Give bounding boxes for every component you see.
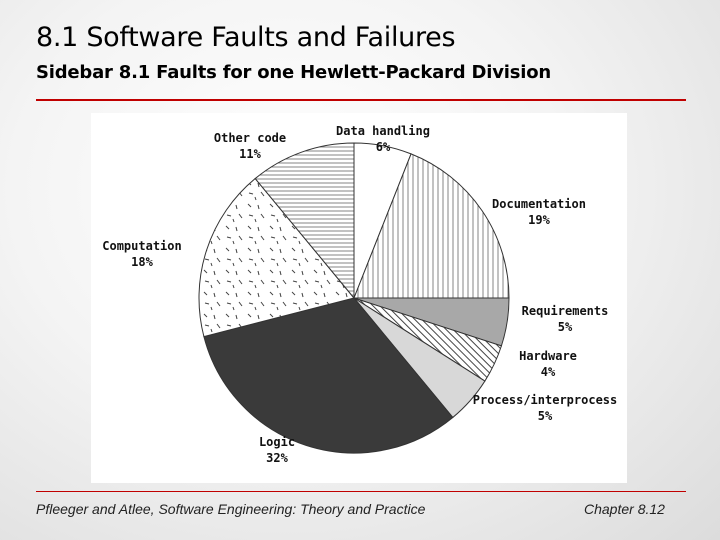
slice-value-label: 6% [376, 140, 391, 154]
slice-label: Hardware [519, 349, 577, 363]
pie-slice-computation [198, 177, 355, 338]
pie-slice-other-code [254, 142, 355, 300]
chart-panel: Data handling 6% Documentation 19% Requireme… [91, 113, 627, 483]
slice-label: Data handling [336, 124, 430, 138]
slice-value-label: 11% [239, 147, 261, 161]
footer-citation: Pfleeger and Atlee, Software Engineering… [36, 501, 426, 517]
slice-value-label: 18% [131, 255, 153, 269]
slice-label: Documentation [492, 197, 586, 211]
slice-value-label: 5% [538, 409, 553, 423]
slide-title: 8.1 Software Faults and Failures [36, 22, 456, 53]
slice-label: Logic [259, 435, 295, 449]
slice-value-label: 5% [558, 320, 573, 334]
slide-subtitle: Sidebar 8.1 Faults for one Hewlett-Packa… [36, 62, 552, 83]
slice-value-label: 19% [528, 213, 550, 227]
pie-slice-documentation [353, 153, 510, 299]
slice-label: Computation [102, 239, 181, 253]
title-divider [36, 99, 686, 101]
slice-value-label: 4% [541, 365, 556, 379]
pie-chart: Data handling 6% Documentation 19% Requireme… [102, 124, 618, 465]
footer-divider [36, 491, 686, 492]
slice-label: Process/interprocess [473, 393, 618, 407]
footer-chapter: Chapter 8.12 [584, 501, 665, 517]
slice-label: Other code [214, 131, 286, 145]
slice-value-label: 32% [266, 451, 288, 465]
slice-label: Requirements [522, 304, 609, 318]
pie-slice-logic [203, 297, 454, 454]
